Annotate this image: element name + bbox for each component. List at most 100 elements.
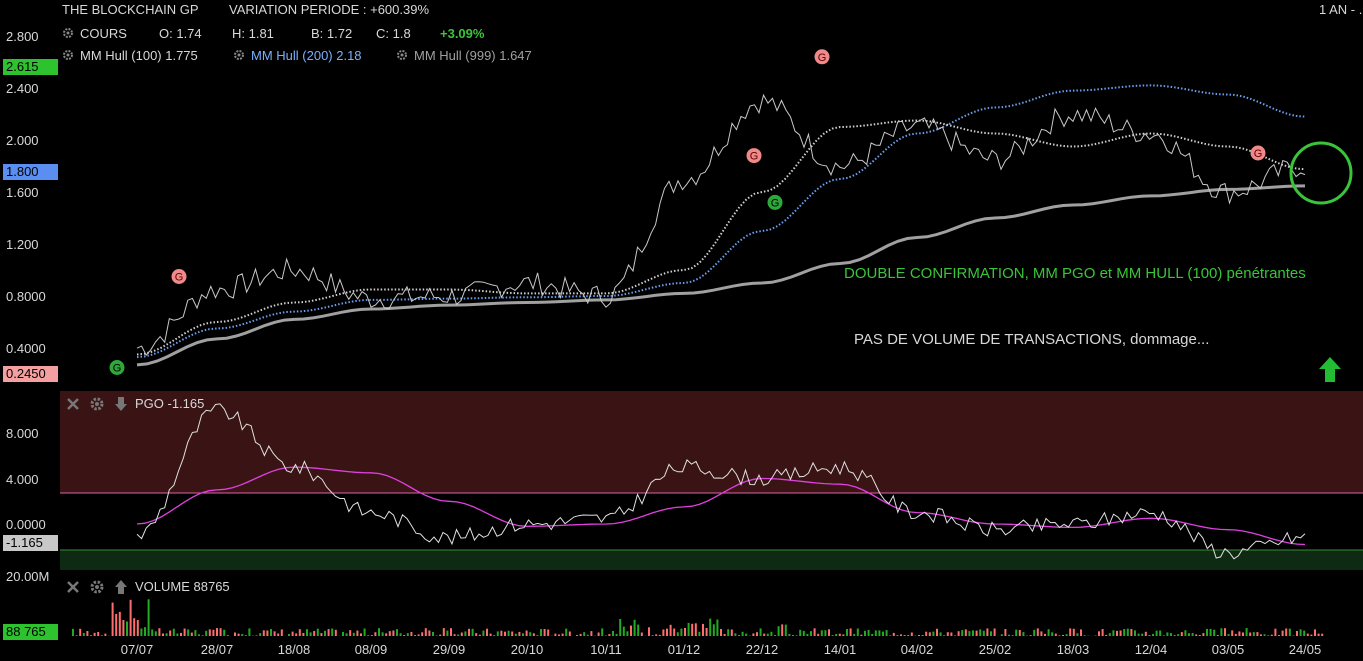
sell-signal-icon[interactable]: G [171,269,187,284]
buy-signal-icon[interactable]: G [109,360,125,375]
sell-signal-icon[interactable]: G [746,148,762,164]
volume-bar [1105,634,1108,636]
series-line-cours [136,93,1306,356]
volume-bar [1274,628,1277,636]
volume-bar [1270,634,1273,636]
volume-bar [212,629,215,636]
gear-icon[interactable] [62,27,74,39]
volume-bar [882,631,884,636]
volume-bar [1173,634,1176,636]
ma999-legend[interactable]: MM Hull (999) 1.647 [396,48,532,63]
volume-bar [741,631,744,636]
volume-bar [187,629,190,636]
volume-bar [1177,634,1180,636]
volume-bar [892,632,895,636]
volume-bar [849,628,852,636]
svg-text:G: G [1254,148,1263,160]
volume-bar [374,632,377,636]
move-down-icon[interactable] [113,396,129,412]
sell-signal-icon[interactable]: G [814,49,830,65]
volume-bar [144,627,146,636]
volume-bar [878,630,881,636]
volume-bar [1256,632,1259,636]
close-icon[interactable] [65,396,81,412]
volume-bar [1195,634,1198,636]
series-line-ma100 [136,119,1306,356]
volume-bar [219,628,222,636]
gear-icon[interactable] [233,49,245,61]
volume-bar [381,632,384,636]
volume-bar [702,623,704,636]
close-icon[interactable] [65,579,81,595]
volume-bar [777,626,780,636]
volume-bar [1054,633,1057,636]
ma200-legend[interactable]: MM Hull (200) 2.18 [233,48,362,63]
volume-bar [712,624,715,636]
volume-bar [493,635,496,636]
volume-bar [75,635,78,636]
gear-icon[interactable] [396,49,408,61]
gear-icon[interactable] [62,49,74,61]
volume-bar [165,633,168,636]
volume-bar [496,631,499,636]
volume-bar [921,635,924,636]
volume-bar [532,633,535,636]
volume-bar [410,631,413,636]
volume-bar [954,635,956,636]
sell-signal-icon[interactable]: G [1250,145,1266,161]
volume-bar [453,634,456,636]
svg-text:G: G [113,363,122,375]
volume-bar [723,634,726,636]
volume-bar [309,632,312,636]
volume-bar [1018,630,1021,636]
volume-bar [241,634,244,636]
cours-legend[interactable]: COURS [62,26,127,41]
volume-bar [320,633,323,636]
volume-bar [475,633,478,636]
volume-bar [709,618,712,636]
volume-bar [367,635,370,636]
cours-label: COURS [80,26,127,41]
x-tick: 07/07 [120,642,154,657]
volume-bar [666,628,668,636]
period-selector[interactable]: 1 AN - .. [1319,2,1363,17]
buy-signal-icon[interactable]: G [767,194,783,210]
gear-icon[interactable] [89,579,105,595]
volume-bar [907,635,910,636]
volume-bar [158,628,161,636]
volume-bar [432,632,434,636]
volume-bar [540,629,542,636]
volume-bar [608,634,611,636]
volume-bar [615,633,618,636]
volume-bar [507,630,510,636]
volume-bar [334,629,337,636]
volume-bar [547,629,550,636]
volume-bar [676,632,679,636]
x-tick: 01/12 [667,642,701,657]
svg-text:G: G [175,272,184,284]
volume-bar [903,635,906,636]
volume-bar [72,628,74,636]
volume-bar [104,633,107,636]
volume-bar [277,633,280,636]
volume-bar [637,624,640,636]
volume-bar [734,633,737,636]
volume-bar [950,632,953,636]
volume-bar [1278,635,1280,636]
volume-bar [1166,632,1169,636]
x-tick: 29/09 [432,642,466,657]
ma100-legend[interactable]: MM Hull (100) 1.775 [62,48,198,63]
volume-bar [1234,633,1237,636]
volume-bar [630,625,632,636]
volume-bar [298,629,301,636]
volume-bar [446,630,449,636]
volume-bar [414,635,416,636]
volume-bar [1083,635,1086,636]
volume-bar [129,599,132,636]
move-up-icon[interactable] [113,579,129,595]
volume-bar [648,627,650,636]
volume-bar [763,633,766,636]
volume-bar [1170,633,1172,636]
gear-icon[interactable] [89,396,105,412]
volume-bar [658,634,661,636]
